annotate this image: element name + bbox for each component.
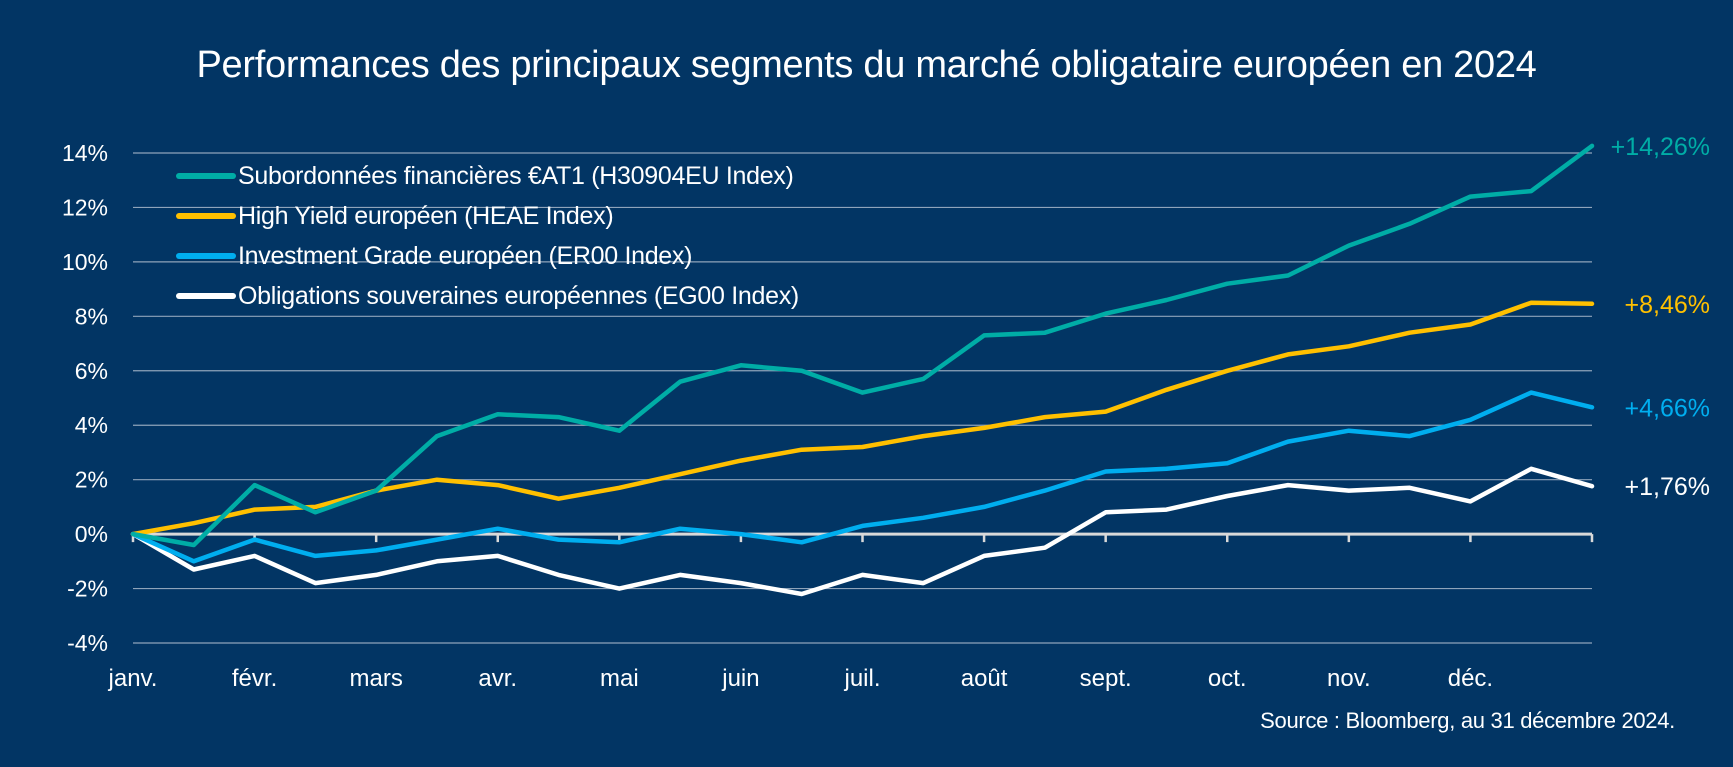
y-tick-label: 4% (75, 412, 108, 438)
legend-swatch (176, 253, 236, 259)
end-value-label: +4,66% (1625, 394, 1711, 422)
legend-item: High Yield européen (HEAE Index) (176, 196, 799, 236)
legend: Subordonnées financières €AT1 (H30904EU … (176, 156, 799, 316)
end-value-label: +1,76% (1625, 473, 1711, 501)
legend-label: High Yield européen (HEAE Index) (238, 201, 614, 230)
y-tick-label: 2% (75, 467, 108, 493)
series-line-2 (130, 390, 1595, 564)
legend-label: Obligations souveraines européennes (EG0… (238, 281, 799, 310)
legend-swatch (176, 293, 236, 299)
y-tick-label: -2% (67, 576, 108, 602)
x-tick-label: mai (600, 665, 639, 692)
end-value-label: +8,46% (1625, 291, 1711, 319)
x-tick-label: sept. (1080, 665, 1132, 692)
gridlines (133, 152, 1592, 644)
x-axis: janv. févr. mars avr. mai juin juil. août sept. o… (108, 532, 1594, 692)
x-tick-label: nov. (1327, 665, 1371, 692)
legend-item: Subordonnées financières €AT1 (H30904EU … (176, 156, 799, 196)
end-value-label: +14,26% (1611, 133, 1710, 161)
y-tick-label: 12% (62, 194, 108, 220)
y-tick-label: 0% (75, 521, 108, 547)
series-line-0 (130, 143, 1595, 548)
x-tick-label: déc. (1448, 665, 1493, 692)
legend-swatch (176, 213, 236, 219)
x-tick-label: juin (721, 665, 759, 692)
chart-title: Performances des principaux segments du … (196, 44, 1537, 86)
end-labels: +14,26% +8,46% +4,66% +1,76% (1611, 133, 1710, 501)
legend-item: Obligations souveraines européennes (EG0… (176, 276, 799, 316)
x-tick-label: mars (349, 665, 402, 692)
legend-label: Subordonnées financières €AT1 (H30904EU … (238, 161, 794, 190)
y-axis-ticks: -4% -2% 0% 2% 4% 6% 8% 10% 12% 14% (62, 140, 108, 656)
y-tick-label: 6% (75, 358, 108, 384)
x-tick-label: oct. (1208, 665, 1247, 692)
y-tick-label: -4% (67, 630, 108, 656)
y-tick-label: 8% (75, 303, 108, 329)
series-line-3 (130, 466, 1595, 597)
y-tick-label: 10% (62, 249, 108, 275)
x-tick-label: avr. (478, 665, 517, 692)
x-tick-label: janv. (108, 665, 158, 692)
legend-item: Investment Grade européen (ER00 Index) (176, 236, 799, 276)
x-tick-label: août (961, 665, 1008, 692)
series-lines (130, 143, 1595, 597)
legend-label: Investment Grade européen (ER00 Index) (238, 241, 693, 270)
legend-swatch (176, 173, 236, 179)
source-note: Source : Bloomberg, au 31 décembre 2024. (1260, 708, 1675, 733)
y-tick-label: 14% (62, 140, 108, 166)
x-tick-label: févr. (232, 665, 277, 692)
x-tick-label: juil. (843, 665, 880, 692)
